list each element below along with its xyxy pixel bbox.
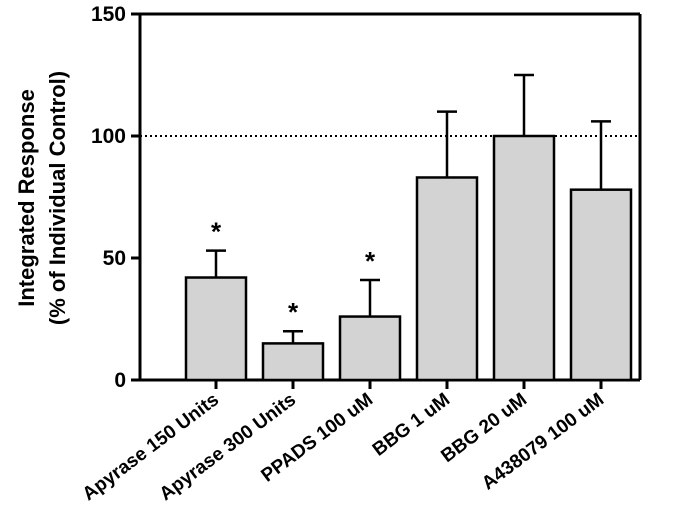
y-tick-label: 50 (103, 247, 126, 270)
bar (261, 342, 325, 382)
significance-star: * (288, 297, 299, 327)
bar (569, 188, 633, 382)
bar (415, 176, 479, 382)
significance-star: * (211, 217, 222, 247)
bar (184, 276, 248, 382)
y-axis-label-line1: Integrated Response (14, 89, 39, 307)
y-axis-label-line2: (% of Individual Control) (45, 71, 70, 325)
y-tick-label: 100 (91, 125, 126, 148)
x-category-label: Apyrase 150 Units (79, 389, 223, 505)
x-category-label: Apyrase 300 Units (156, 389, 300, 505)
bar (338, 315, 402, 382)
y-tick-label: 0 (114, 369, 126, 392)
bar (492, 134, 556, 382)
y-tick-label: 150 (91, 3, 126, 26)
significance-star: * (365, 246, 376, 276)
